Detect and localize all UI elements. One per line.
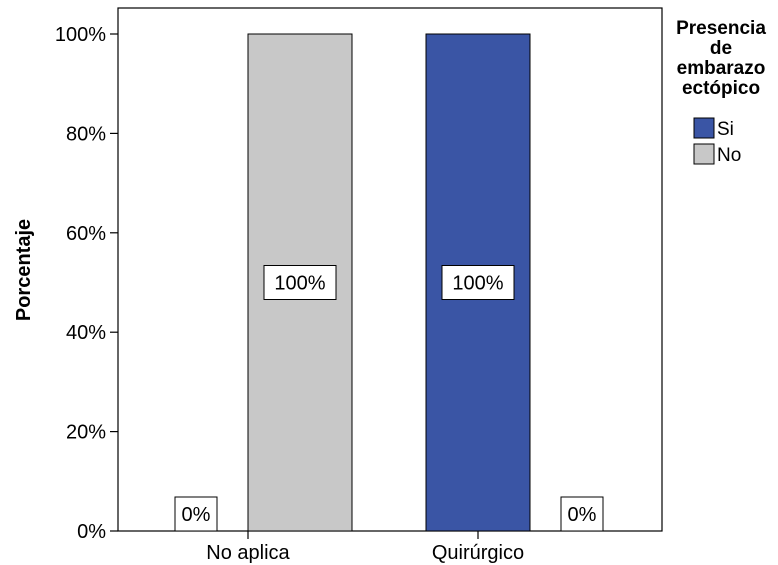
data-labels-layer: 0% 100% 100% 0%: [174, 265, 604, 532]
y-tick-label: 0%: [77, 521, 106, 543]
legend-label-no: No: [717, 145, 741, 166]
y-tick-label: 60%: [66, 223, 106, 245]
data-label-box: [560, 496, 604, 532]
data-label-box: [174, 496, 218, 532]
y-tick-label: 40%: [66, 322, 106, 344]
data-label: 0%: [182, 504, 211, 526]
legend-swatch-no: [693, 143, 715, 165]
legend-title: Presencia: [676, 18, 766, 39]
data-label: 0%: [568, 504, 597, 526]
legend-title: embarazo: [677, 58, 766, 79]
y-tick-label: 20%: [66, 422, 106, 444]
legend-title: ectópico: [682, 78, 760, 99]
legend-swatch-si: [693, 117, 715, 139]
legend-label-si: Si: [717, 119, 734, 140]
y-tick-label: 80%: [66, 123, 106, 145]
legend-title: de: [710, 38, 732, 59]
data-label: 100%: [274, 273, 325, 295]
x-tick-label: Quirúrgico: [432, 542, 524, 564]
data-label: 100%: [452, 273, 503, 295]
data-label-box: [263, 265, 337, 300]
x-tick-label: No aplica: [206, 542, 290, 564]
plot-frame: [117, 7, 663, 532]
y-tick-label: 100%: [55, 24, 106, 46]
axis-layer: 0% 20% 40% 60% 80% 100% No aplica Quirúrgico: [55, 24, 524, 564]
data-label-box: [441, 265, 515, 300]
y-axis-title: Porcentaje: [13, 219, 35, 321]
